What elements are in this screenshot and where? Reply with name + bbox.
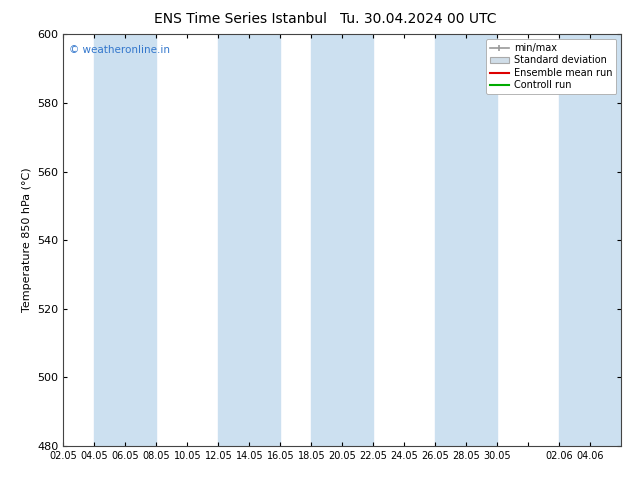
- Bar: [218, 34, 280, 446]
- Bar: [94, 34, 157, 446]
- Bar: [559, 34, 621, 446]
- Y-axis label: Temperature 850 hPa (°C): Temperature 850 hPa (°C): [22, 168, 32, 313]
- Text: ENS Time Series Istanbul: ENS Time Series Istanbul: [155, 12, 327, 26]
- Text: Tu. 30.04.2024 00 UTC: Tu. 30.04.2024 00 UTC: [340, 12, 496, 26]
- Legend: min/max, Standard deviation, Ensemble mean run, Controll run: min/max, Standard deviation, Ensemble me…: [486, 39, 616, 94]
- Text: © weatheronline.in: © weatheronline.in: [69, 45, 170, 54]
- Bar: [436, 34, 497, 446]
- Bar: [311, 34, 373, 446]
